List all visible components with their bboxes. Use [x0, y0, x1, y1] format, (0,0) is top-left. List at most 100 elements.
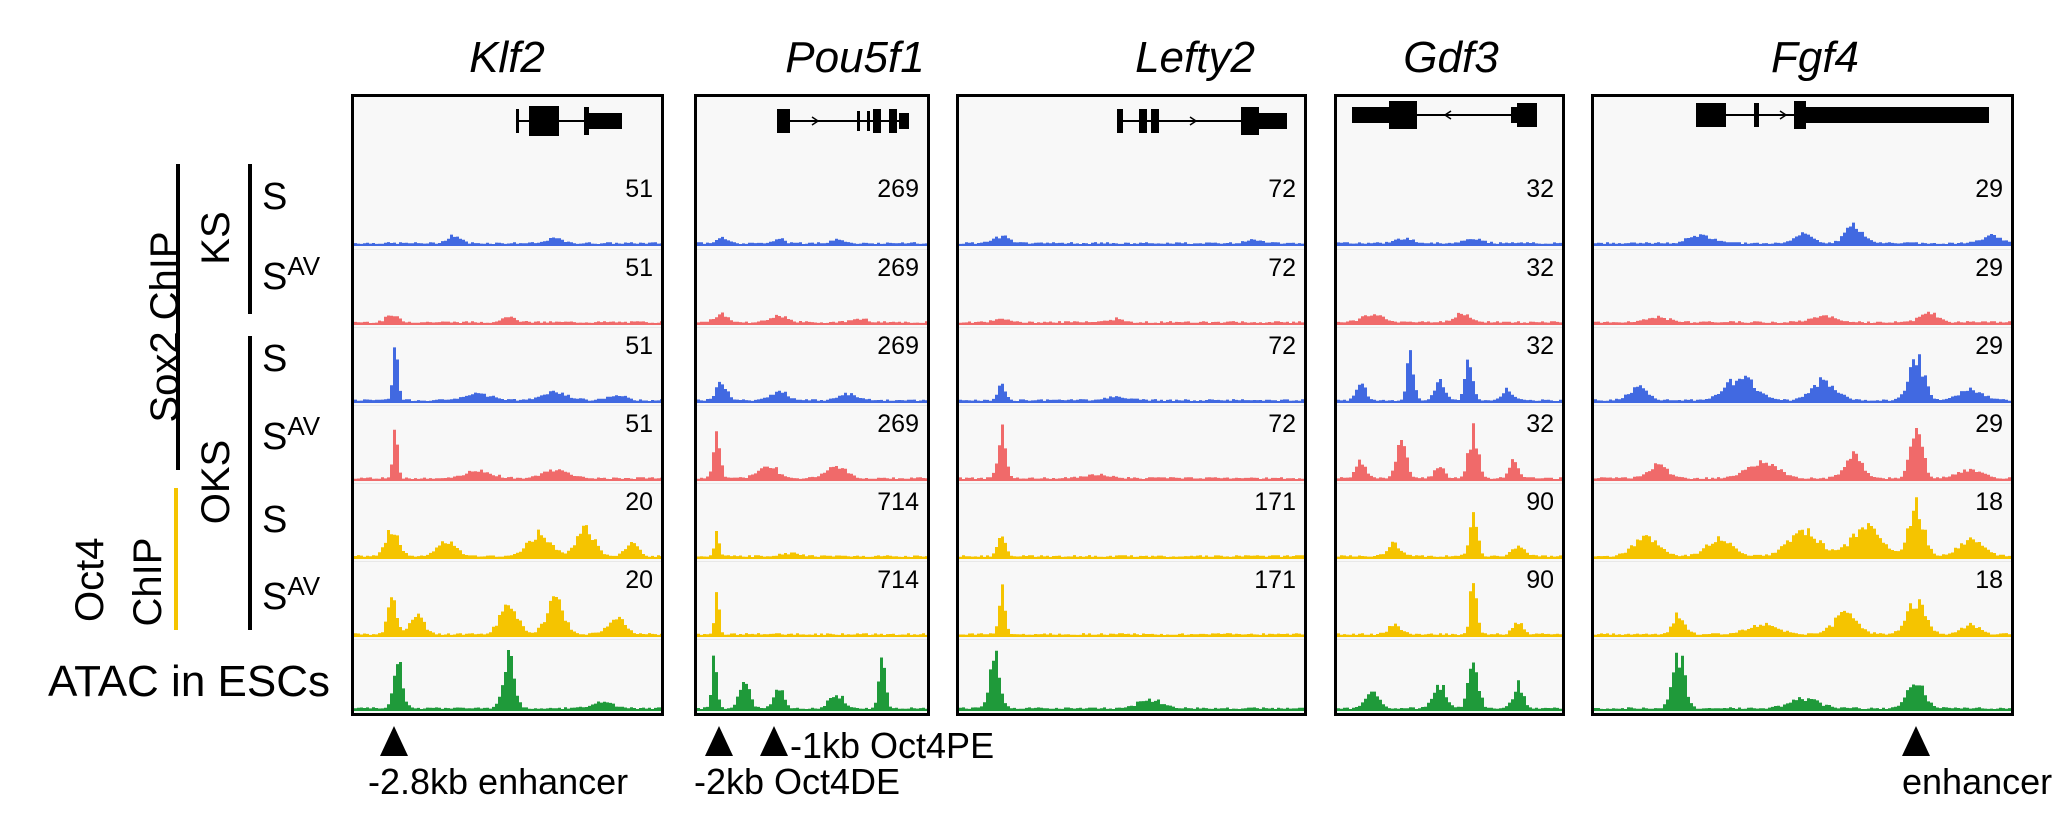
signal-oks-sav-pou5f1: [697, 431, 927, 481]
signal-area-oct4-s-pou5f1: [697, 531, 927, 558]
annotation-pou5f1-1kb: -1kb Oct4PE: [790, 725, 995, 766]
row-label-oks-sav: SAV: [262, 411, 321, 458]
oct4-chip-label-line1: Oct4: [68, 537, 112, 622]
signal-area-oct4-s-fgf4: [1594, 497, 2011, 558]
track-oks-s-gdf3: 32: [1337, 327, 1562, 406]
signal-area-ks-sav-lefty2: [959, 317, 1304, 324]
arrow-fgf4-enhancer: [1902, 726, 1930, 756]
signal-ks-sav-fgf4: [1594, 311, 2011, 325]
scale-oct4-sav-fgf4: 18: [1975, 566, 2003, 594]
track-ks-sav-klf2: 51: [354, 249, 661, 328]
ks-label: KS: [194, 211, 238, 265]
signal-area-ks-sav-fgf4: [1594, 311, 2011, 324]
signal-oks-sav-gdf3: [1337, 423, 1562, 481]
scale-oct4-s-gdf3: 90: [1526, 488, 1554, 516]
track-atac-pou5f1: [697, 639, 927, 713]
track-atac-gdf3: [1337, 639, 1562, 713]
signal-ks-s-fgf4: [1594, 222, 2011, 246]
track-oks-sav-fgf4: 29: [1594, 405, 2011, 484]
track-ks-s-fgf4: 29: [1594, 171, 2011, 249]
oct4-chip-label-line2: ChIP: [126, 537, 170, 627]
gene-model-fgf4: [1696, 101, 1989, 129]
signal-area-oks-s-pou5f1: [697, 381, 927, 402]
track-atac-lefty2: [959, 639, 1304, 713]
row-label-oct4-sav: SAV: [262, 571, 321, 618]
track-oks-sav-pou5f1: 269: [697, 405, 927, 484]
signal-oct4-s-fgf4: [1594, 497, 2011, 559]
signal-oks-s-lefty2: [959, 383, 1304, 403]
scale-oks-s-fgf4: 29: [1975, 332, 2003, 360]
signal-area-oct4-s-klf2: [354, 525, 661, 558]
track-oct4-s-lefty2: 171: [959, 483, 1304, 562]
scale-oct4-s-pou5f1: 714: [877, 488, 919, 516]
track-ks-s-gdf3: 32: [1337, 171, 1562, 249]
track-oks-sav-klf2: 51: [354, 405, 661, 484]
row-label-oks-s: S: [262, 338, 288, 380]
signal-area-ks-sav-klf2: [354, 315, 661, 324]
signal-area-atac-lefty2: [959, 650, 1304, 710]
signal-area-oks-sav-fgf4: [1594, 428, 2011, 480]
scale-oct4-sav-pou5f1: 714: [877, 566, 919, 594]
signal-area-oct4-s-gdf3: [1337, 512, 1562, 558]
track-oks-s-lefty2: 72: [959, 327, 1304, 406]
signal-oct4-sav-fgf4: [1594, 599, 2011, 637]
signal-area-oct4-s-lefty2: [959, 536, 1304, 558]
gene-title-pou5f1: Pou5f1: [785, 33, 925, 82]
annotation-fgf4-enhancer: enhancer: [1902, 761, 2053, 802]
track-oct4-sav-pou5f1: 714: [697, 561, 927, 640]
signal-area-ks-s-pou5f1: [697, 236, 927, 245]
signal-oct4-sav-gdf3: [1337, 583, 1562, 637]
signal-oks-sav-lefty2: [959, 424, 1304, 481]
panel-fgf4: 29 29 29 29 18 18: [1591, 94, 2014, 716]
scale-oks-sav-klf2: 51: [625, 410, 653, 438]
signal-atac-lefty2: [959, 650, 1304, 711]
signal-oct4-s-lefty2: [959, 536, 1304, 559]
signal-oct4-sav-pou5f1: [697, 592, 927, 637]
signal-ks-sav-lefty2: [959, 317, 1304, 325]
signal-area-oct4-sav-lefty2: [959, 584, 1304, 636]
signal-oct4-s-pou5f1: [697, 531, 927, 559]
signal-area-oks-sav-klf2: [354, 429, 661, 480]
scale-oks-s-lefty2: 72: [1268, 332, 1296, 360]
signal-oct4-sav-lefty2: [959, 584, 1304, 637]
scale-ks-s-gdf3: 32: [1526, 175, 1554, 203]
scale-ks-s-pou5f1: 269: [877, 175, 919, 203]
signal-area-oks-sav-pou5f1: [697, 431, 927, 480]
signal-atac-klf2: [354, 650, 661, 711]
signal-ks-s-pou5f1: [697, 236, 927, 246]
scale-oct4-s-klf2: 20: [625, 488, 653, 516]
gene-model-gdf3: [1352, 101, 1537, 129]
signal-oct4-s-klf2: [354, 525, 661, 559]
signal-ks-sav-pou5f1: [697, 312, 927, 325]
track-oct4-s-pou5f1: 714: [697, 483, 927, 562]
signal-area-ks-s-fgf4: [1594, 222, 2011, 245]
annotation-pou5f1-2kb: -2kb Oct4DE: [694, 761, 901, 802]
oct4-bracket: [174, 488, 178, 630]
signal-oct4-s-gdf3: [1337, 512, 1562, 559]
scale-oks-sav-pou5f1: 269: [877, 410, 919, 438]
track-oks-sav-gdf3: 32: [1337, 405, 1562, 484]
scale-oks-s-pou5f1: 269: [877, 332, 919, 360]
arrow-pou5f1-2kb: [705, 726, 733, 756]
scale-ks-sav-pou5f1: 269: [877, 254, 919, 282]
row-label-ks-s: S: [262, 176, 288, 218]
signal-area-ks-s-klf2: [354, 234, 661, 245]
ks-bracket: [248, 164, 252, 314]
signal-ks-sav-gdf3: [1337, 312, 1562, 325]
track-ks-s-pou5f1: 269: [697, 171, 927, 249]
signal-area-oct4-sav-klf2: [354, 596, 661, 636]
signal-area-oct4-sav-pou5f1: [697, 592, 927, 636]
track-oks-s-fgf4: 29: [1594, 327, 2011, 406]
track-oct4-s-gdf3: 90: [1337, 483, 1562, 562]
track-oks-s-klf2: 51: [354, 327, 661, 406]
signal-oks-s-pou5f1: [697, 381, 927, 403]
oks-label: OKS: [194, 439, 238, 525]
annotation-klf2-enhancer: -2.8kb enhancer: [368, 761, 629, 802]
signal-area-oks-sav-gdf3: [1337, 423, 1562, 480]
signal-ks-s-gdf3: [1337, 237, 1562, 246]
signal-area-oks-s-lefty2: [959, 383, 1304, 402]
scale-oks-sav-gdf3: 32: [1526, 410, 1554, 438]
panel-pou5f1: 269 269 269 269 714 714: [694, 94, 930, 716]
scale-oct4-s-lefty2: 171: [1254, 488, 1296, 516]
gene-title-lefty2: Lefty2: [1135, 33, 1255, 82]
